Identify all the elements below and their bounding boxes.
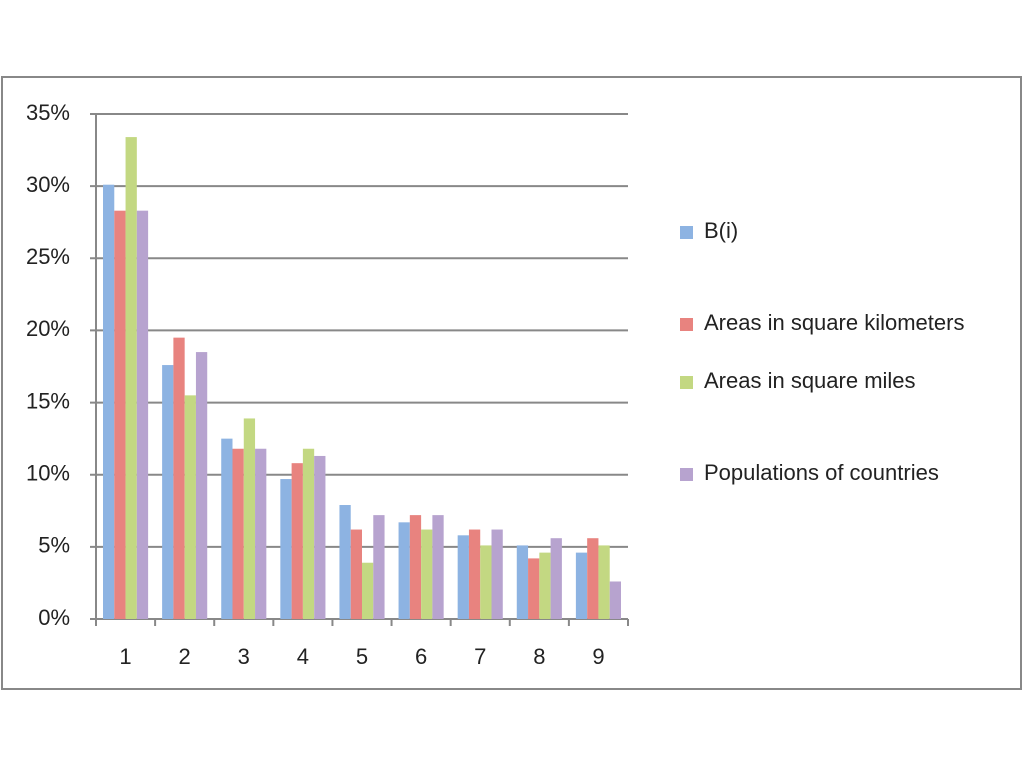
bar: [432, 515, 444, 619]
legend-item: Areas in square kilometers: [680, 307, 984, 339]
x-tick-label: 3: [238, 644, 250, 669]
bar: [550, 538, 562, 619]
bar: [291, 463, 303, 619]
y-tick-label: 5%: [38, 533, 70, 558]
y-tick-label: 25%: [26, 244, 70, 269]
bar: [609, 581, 621, 619]
x-tick-label: 7: [474, 644, 486, 669]
legend-swatch: [680, 376, 693, 389]
bar: [243, 418, 256, 619]
x-tick-label: 2: [179, 644, 191, 669]
y-tick-label: 35%: [26, 100, 70, 125]
bar: [114, 210, 126, 619]
y-tick-label: 20%: [26, 316, 70, 341]
legend-item: Populations of countries: [680, 457, 984, 489]
y-tick-label: 30%: [26, 172, 70, 197]
bar: [280, 479, 292, 619]
legend-swatch: [680, 318, 693, 331]
legend-label: Areas in square kilometers: [704, 310, 965, 335]
x-tick-label: 8: [533, 644, 545, 669]
bar: [398, 522, 410, 619]
legend-item: B(i): [680, 215, 984, 247]
bar: [302, 448, 315, 619]
legend: B(i) Areas in square kilometers Areas in s…: [680, 215, 980, 489]
bar: [314, 455, 326, 619]
bar: [373, 515, 385, 619]
legend-item: Areas in square miles: [680, 365, 984, 397]
bar: [491, 529, 503, 619]
x-tick-label: 4: [297, 644, 309, 669]
x-tick-label: 9: [592, 644, 604, 669]
x-tick-label: 6: [415, 644, 427, 669]
bar: [421, 529, 433, 619]
legend-label: B(i): [704, 218, 739, 243]
legend-swatch: [680, 468, 693, 481]
y-tick-label: 0%: [38, 605, 70, 630]
bar: [468, 529, 481, 619]
bar: [516, 545, 529, 619]
bar: [575, 552, 588, 619]
bar: [173, 337, 185, 619]
bar: [221, 438, 233, 619]
bar: [457, 535, 469, 619]
bar: [587, 538, 599, 619]
bar: [539, 552, 551, 619]
bar: [350, 529, 362, 619]
bar: [409, 515, 422, 619]
y-tick-label: 10%: [26, 461, 70, 486]
x-tick-label: 1: [119, 644, 131, 669]
bar: [362, 562, 374, 619]
bar: [232, 448, 244, 619]
bar: [598, 545, 610, 619]
bar: [125, 137, 137, 620]
y-tick-label: 15%: [26, 388, 70, 413]
bar: [480, 545, 492, 619]
bar: [255, 448, 267, 619]
legend-label: Populations of countries: [704, 460, 939, 485]
bar: [339, 505, 351, 619]
bar: [528, 558, 540, 619]
x-tick-label: 5: [356, 644, 368, 669]
bar: [162, 365, 174, 619]
legend-swatch: [680, 226, 693, 239]
bar: [136, 210, 149, 619]
bar: [184, 395, 196, 619]
legend-label: Areas in square miles: [704, 368, 916, 393]
bar: [103, 184, 115, 619]
bar: [195, 352, 208, 619]
